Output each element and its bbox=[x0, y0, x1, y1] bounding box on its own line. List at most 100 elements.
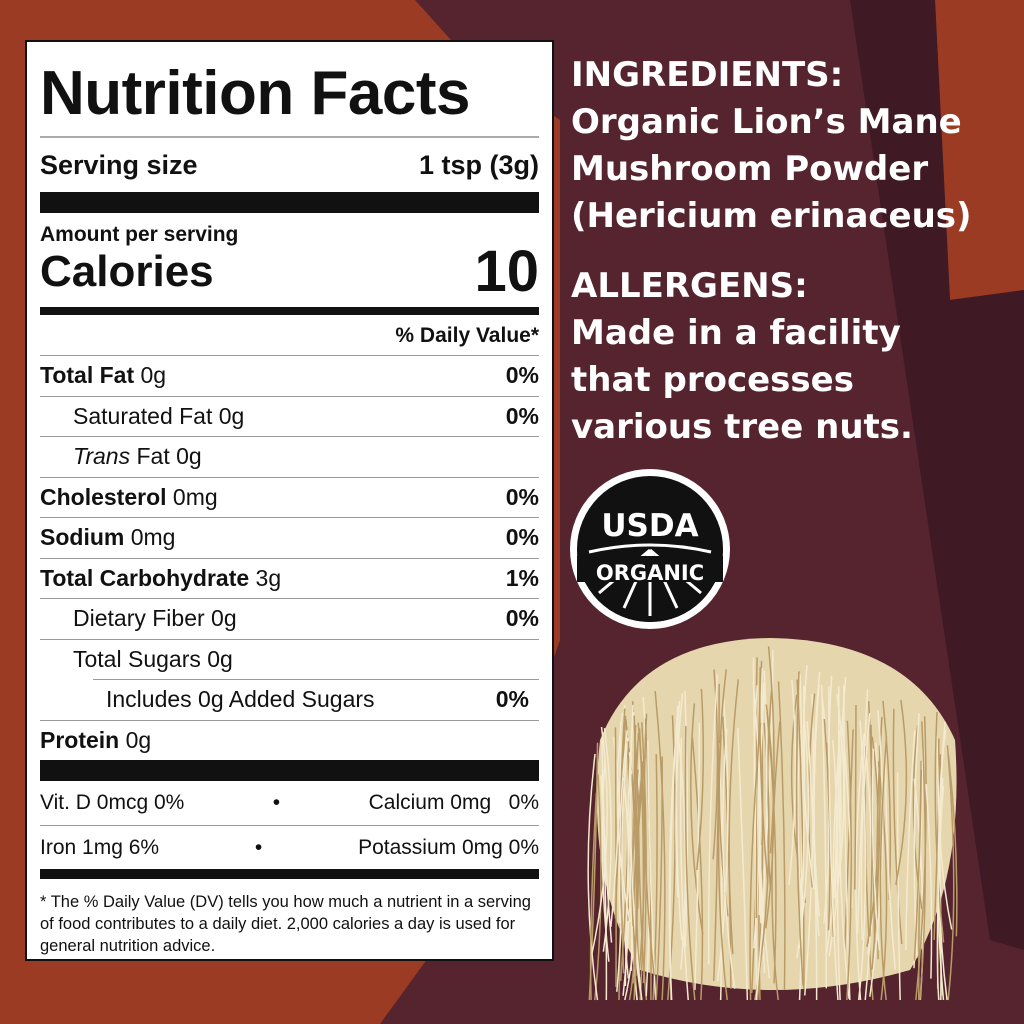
serving-value: 1 tsp (3g) bbox=[418, 149, 539, 180]
mushroom-strand bbox=[719, 743, 723, 1001]
mushroom-strand bbox=[601, 739, 613, 943]
nutrient-row: Protein 0g bbox=[40, 719, 539, 761]
nutrient-row: Trans Fat 0g bbox=[40, 436, 539, 477]
ingredients-block: INGREDIENTS: Organic Lion’s Mane Mushroo… bbox=[571, 52, 972, 240]
mushroom-strand bbox=[895, 699, 908, 885]
mushroom-strand bbox=[869, 710, 884, 997]
nutrient-row: Includes 0g Added Sugars 0% bbox=[93, 679, 539, 720]
mushroom-strand bbox=[728, 679, 740, 954]
lions-mane-mushroom-illustration bbox=[587, 638, 958, 1001]
nutrient-name: Cholesterol 0mg bbox=[40, 484, 218, 511]
mushroom-strand bbox=[668, 727, 678, 1001]
mushroom-strand bbox=[855, 733, 865, 1001]
mushroom-strand bbox=[602, 728, 612, 952]
mineral-right: Calcium 0mg 0% bbox=[368, 791, 539, 814]
mushroom-strand bbox=[934, 711, 945, 943]
mineral-row: Iron 1mg 6% • Potassium 0mg 0% bbox=[40, 825, 539, 869]
mushroom-strand bbox=[591, 726, 608, 955]
nutrient-row: Cholesterol 0mg 0% bbox=[40, 476, 539, 518]
nutrient-row: Total Carbohydrate 3g 1% bbox=[40, 557, 539, 599]
mineral-row: Vit. D 0mcg 0% • Calcium 0mg 0% bbox=[40, 781, 539, 825]
ingredients-line: (Hericium erinaceus) bbox=[571, 196, 972, 236]
mushroom-strand bbox=[684, 726, 696, 1001]
mushroom-strand bbox=[854, 704, 857, 890]
nutrient-name: Total Sugars 0g bbox=[73, 646, 233, 673]
mushroom-strand bbox=[601, 759, 610, 962]
ingredients-line: Organic Lion’s Mane bbox=[571, 102, 962, 142]
nutrient-name: Total Fat 0g bbox=[40, 362, 166, 389]
mushroom-strand bbox=[641, 722, 647, 984]
mushroom-strand bbox=[654, 691, 666, 1001]
mushroom-strand bbox=[587, 753, 599, 1001]
mushroom-strand bbox=[946, 745, 955, 1001]
mushroom-strand bbox=[857, 720, 867, 1001]
nutrient-label: Protein bbox=[40, 726, 120, 753]
mushroom-strand bbox=[919, 721, 927, 1001]
allergens-heading: ALLERGENS: bbox=[571, 266, 808, 306]
nutrient-name: Protein 0g bbox=[40, 727, 151, 754]
mushroom-strand bbox=[713, 683, 720, 982]
mushroom-strand bbox=[766, 711, 777, 984]
mushroom-strand bbox=[796, 679, 805, 990]
mushroom-strand bbox=[788, 680, 797, 885]
nutrient-amount: 3g bbox=[255, 564, 282, 591]
mushroom-strand bbox=[905, 730, 916, 951]
mushroom-strand bbox=[939, 729, 953, 930]
nutrient-amount: 0g bbox=[125, 726, 152, 753]
nutrient-label: Sodium bbox=[40, 524, 125, 551]
nutrient-name: Includes 0g Added Sugars bbox=[106, 686, 375, 713]
mushroom-strand bbox=[675, 700, 683, 941]
allergens-line: various tree nuts. bbox=[571, 407, 913, 447]
ingredients-line: Mushroom Powder bbox=[571, 149, 929, 189]
footnote: * The % Daily Value (DV) tells you how m… bbox=[40, 893, 531, 955]
nutrition-facts-label: Nutrition Facts Serving size 1 tsp (3g) … bbox=[25, 40, 554, 961]
mushroom-strand bbox=[684, 690, 689, 948]
mushroom-strand bbox=[828, 686, 839, 1001]
mineral-right: Potassium 0mg 0% bbox=[358, 835, 539, 859]
mushroom-strand bbox=[759, 667, 769, 884]
mushroom-strand bbox=[820, 684, 828, 989]
divider-thick bbox=[40, 192, 539, 213]
seal-bottom-text: ORGANIC bbox=[596, 561, 704, 585]
mushroom-strand bbox=[896, 772, 901, 1001]
label-title: Nutrition Facts bbox=[40, 59, 470, 128]
mushroom-strand bbox=[647, 740, 657, 1001]
mushroom-strand bbox=[836, 730, 841, 1001]
mushroom-strand bbox=[722, 728, 736, 989]
nutrient-label: Trans bbox=[73, 443, 131, 470]
nutrient-dv: 0% bbox=[505, 605, 539, 632]
mushroom-strand bbox=[804, 693, 815, 996]
mushroom-strand bbox=[752, 657, 758, 994]
nutrient-name: Sodium 0mg bbox=[40, 524, 175, 551]
nutrient-name: Saturated Fat 0g bbox=[73, 403, 244, 430]
nutrient-label: Total Sugars bbox=[73, 645, 201, 672]
mushroom-strand bbox=[696, 688, 705, 871]
nutrient-dv: 0% bbox=[505, 524, 539, 551]
mushroom-strand bbox=[589, 792, 598, 1001]
mineral-bullet: • bbox=[254, 835, 263, 859]
info-text: INGREDIENTS: Organic Lion’s Mane Mushroo… bbox=[571, 52, 972, 474]
mushroom-strand bbox=[806, 721, 818, 1001]
mushroom-strand bbox=[767, 646, 775, 854]
mushroom-strand bbox=[627, 712, 635, 912]
nutrient-name: Dietary Fiber 0g bbox=[73, 605, 237, 632]
calories-label: Calories bbox=[40, 247, 214, 296]
nutrient-dv: 0% bbox=[505, 483, 539, 510]
mushroom-strand bbox=[643, 713, 655, 976]
mushroom-strand bbox=[947, 753, 958, 937]
mushroom-strand bbox=[860, 712, 871, 940]
nutrient-amount: 0mg bbox=[130, 524, 176, 551]
mushroom-strand bbox=[866, 736, 879, 947]
ingredients-heading: INGREDIENTS: bbox=[571, 55, 844, 95]
mushroom-strand bbox=[871, 748, 881, 951]
serving-size-row: Serving size 1 tsp (3g) bbox=[40, 136, 539, 192]
nutrient-label: Includes 0g Added Sugars bbox=[106, 686, 375, 713]
mushroom-strand bbox=[691, 737, 704, 1001]
mushroom-strand bbox=[856, 689, 869, 933]
allergens-line: Made in a facility bbox=[571, 313, 901, 353]
nutrient-row: Sodium 0mg 0% bbox=[40, 517, 539, 558]
mushroom-strand bbox=[838, 676, 850, 999]
nutrient-dv: 0% bbox=[505, 362, 539, 389]
nutrient-dv: 0% bbox=[505, 402, 539, 429]
mushroom-strand bbox=[884, 752, 896, 970]
